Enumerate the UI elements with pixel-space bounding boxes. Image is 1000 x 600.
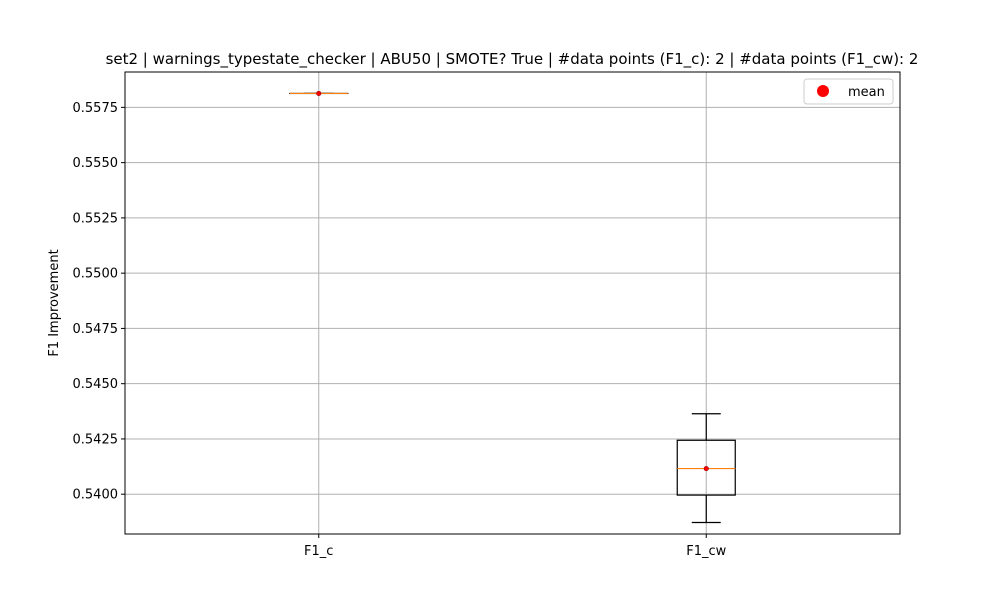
boxes: [289, 90, 736, 524]
y-tick-label: 0.5500: [73, 267, 119, 282]
y-tick-label: 0.5425: [73, 432, 119, 447]
grid: [125, 72, 900, 534]
y-axis-ticks: 0.5400 0.5425 0.5450 0.5475 0.5500 0.5525 0.55…: [73, 101, 125, 503]
y-tick-label: 0.5550: [73, 156, 119, 171]
legend: mean: [803, 78, 894, 105]
legend-mean-marker: [817, 85, 829, 97]
y-tick-label: 0.5400: [73, 488, 119, 503]
box-F1_c: [289, 90, 349, 96]
x-tick-label: F1_cw: [686, 544, 726, 559]
box-F1_cw: [676, 413, 736, 524]
y-tick-label: 0.5475: [73, 322, 119, 337]
chart-title: set2 | warnings_typestate_checker | ABU5…: [106, 50, 919, 69]
x-axis-ticks: F1_c F1_cw: [304, 534, 727, 559]
x-tick-label: F1_c: [304, 544, 333, 559]
y-tick-label: 0.5575: [73, 101, 119, 116]
y-tick-label: 0.5450: [73, 377, 119, 392]
y-axis-label: F1 Improvement: [47, 249, 62, 356]
iqr-box: [676, 439, 736, 496]
y-tick-label: 0.5525: [73, 211, 119, 226]
mean-marker: [703, 466, 709, 472]
legend-mean-label: mean: [848, 85, 885, 100]
legend-frame: [803, 78, 894, 105]
mean-marker: [316, 90, 322, 96]
plot-area-frame: [124, 71, 901, 535]
